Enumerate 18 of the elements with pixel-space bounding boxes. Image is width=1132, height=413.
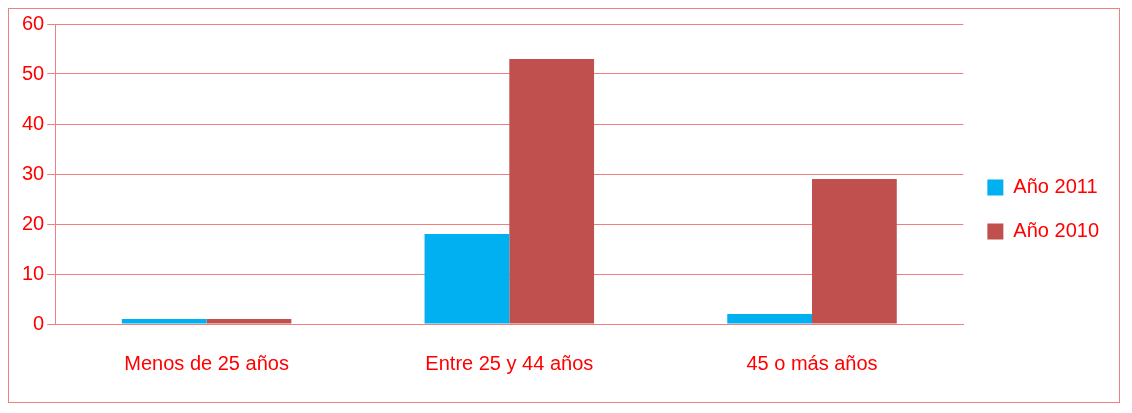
bar: [812, 179, 897, 324]
bar: [206, 319, 292, 324]
legend-label: Año 2010: [1013, 219, 1100, 242]
y-tick-label: 60: [22, 11, 45, 34]
legend-label: Año 2011: [1013, 175, 1098, 198]
bar: [121, 319, 207, 324]
y-tick-label: 40: [22, 111, 45, 134]
x-tick-label: Entre 25 y 44 años: [425, 351, 594, 374]
bar: [509, 59, 595, 324]
bar: [424, 234, 510, 324]
bar: [727, 314, 813, 324]
y-tick-label: 50: [22, 61, 45, 84]
x-tick-label: 45 o más años: [746, 351, 878, 374]
y-tick-label: 30: [22, 161, 45, 184]
y-tick-label: 20: [22, 211, 45, 234]
y-tick-label: 0: [33, 311, 45, 334]
y-tick-label: 10: [22, 261, 45, 284]
x-tick-label: Menos de 25 años: [124, 351, 289, 374]
